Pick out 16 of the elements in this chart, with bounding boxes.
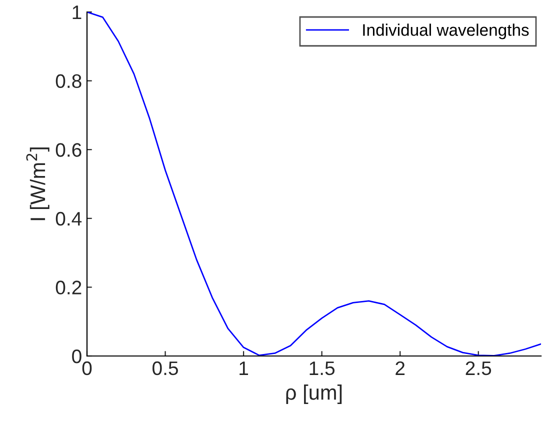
line-series xyxy=(87,12,541,356)
y-tick-label: 0 xyxy=(72,349,82,364)
y-tick-label: 0.8 xyxy=(56,74,82,88)
y-tick-label: 0.4 xyxy=(56,212,82,226)
x-tick-label: 0.5 xyxy=(152,361,178,376)
x-tick-label: 1.5 xyxy=(310,362,335,376)
y-tick-label: 0.6 xyxy=(56,143,82,157)
legend-label: Individual wavelengths xyxy=(363,24,529,40)
y-tick-label: 1 xyxy=(72,6,82,20)
x-tick-label: 2 xyxy=(396,361,405,375)
x-tick-label: 2.5 xyxy=(466,361,492,376)
x-tick-label: 0 xyxy=(82,361,92,376)
x-tick-label: 1 xyxy=(240,362,248,375)
y-axis-title: I [W/m$^{2}$] xyxy=(26,148,50,220)
x-axis-title: ρ [um] xyxy=(286,384,342,404)
y-tick-label: 0.2 xyxy=(56,280,82,294)
